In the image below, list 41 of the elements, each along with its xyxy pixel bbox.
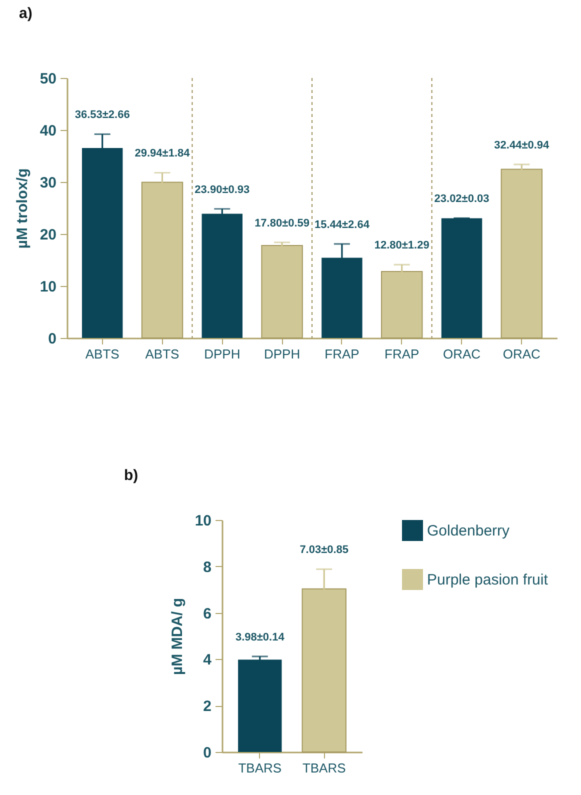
legend-label: Purple pasion fruit bbox=[427, 572, 549, 588]
chart-title: a) bbox=[19, 5, 32, 22]
y-tick-label: 10 bbox=[40, 278, 56, 296]
data-label: 23.02±0.03 bbox=[434, 193, 490, 206]
y-tick-label: 20 bbox=[40, 226, 56, 244]
x-tick-label: FRAP bbox=[324, 346, 360, 362]
y-axis-title: µM trolox/g bbox=[14, 168, 31, 249]
x-tick-label: DPPH bbox=[264, 346, 300, 362]
data-label: 12.80±1.29 bbox=[374, 240, 430, 252]
x-tick-label: ORAC bbox=[502, 346, 540, 362]
bar bbox=[441, 218, 482, 338]
y-tick-label: 50 bbox=[40, 70, 56, 88]
data-label: 23.90±0.93 bbox=[194, 184, 250, 196]
x-tick-label: DPPH bbox=[204, 346, 240, 362]
chart-title: b) bbox=[124, 467, 138, 484]
data-label: 36.53±2.66 bbox=[74, 109, 130, 122]
bar bbox=[202, 214, 243, 338]
y-tick-label: 40 bbox=[40, 122, 56, 140]
y-tick-label: 10 bbox=[194, 512, 212, 530]
data-label: 3.98±0.14 bbox=[235, 631, 286, 644]
data-label: 32.44±0.94 bbox=[494, 139, 550, 152]
legend-label: Goldenberry bbox=[427, 522, 510, 540]
data-label: 29.94±1.84 bbox=[134, 148, 191, 160]
x-tick-label: ABTS bbox=[145, 346, 180, 362]
y-tick-label: 0 bbox=[48, 330, 56, 348]
y-axis-title: µM MDA/ g bbox=[168, 598, 186, 675]
y-tick-label: 0 bbox=[203, 744, 212, 762]
y-tick-label: 30 bbox=[40, 174, 56, 192]
data-label: 17.80±0.59 bbox=[254, 217, 310, 230]
x-tick-label: TBARS bbox=[302, 760, 346, 776]
data-label: 7.03±0.85 bbox=[300, 544, 349, 556]
x-tick-label: ORAC bbox=[442, 346, 481, 362]
y-tick-label: 8 bbox=[203, 558, 212, 576]
y-tick-label: 6 bbox=[203, 605, 212, 622]
y-tick-label: 4 bbox=[203, 652, 212, 669]
y-tick-label: 2 bbox=[203, 698, 212, 716]
x-tick-label: TBARS bbox=[238, 760, 282, 776]
bar bbox=[500, 168, 543, 338]
x-tick-label: FRAP bbox=[384, 346, 420, 362]
x-tick-label: ABTS bbox=[85, 346, 120, 362]
data-label: 15.44±2.64 bbox=[314, 218, 370, 231]
